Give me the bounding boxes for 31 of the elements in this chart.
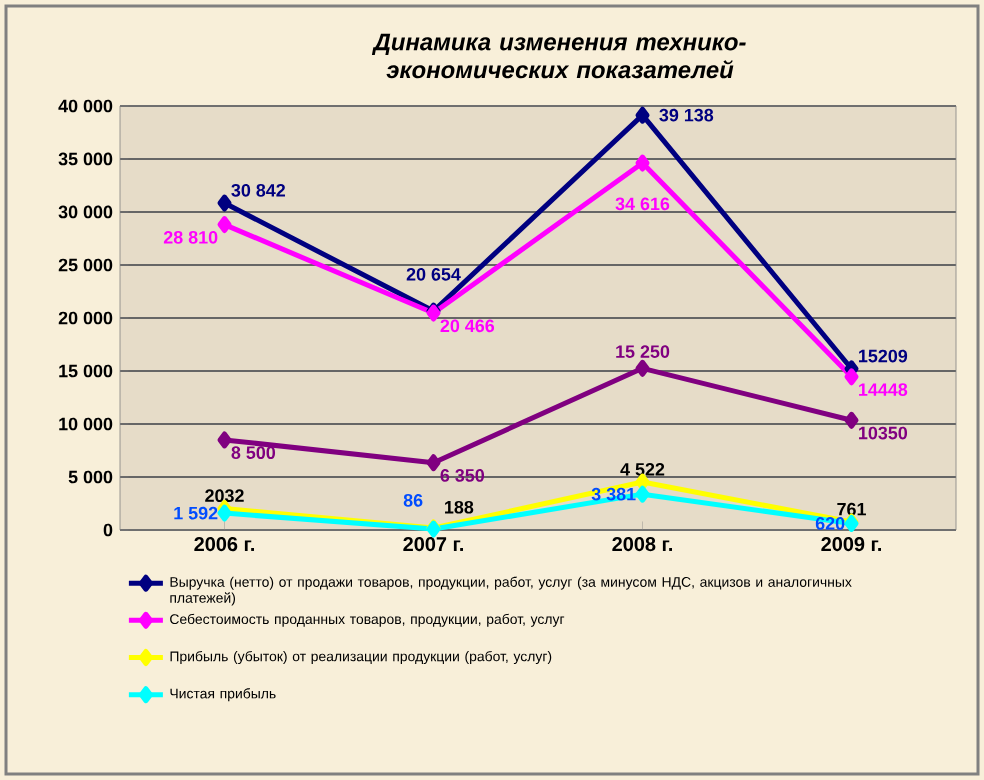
- y-tick-label: 10 000: [59, 417, 113, 431]
- data-label: 761: [837, 502, 866, 516]
- y-tick-label: 15 000: [59, 364, 113, 378]
- data-label: 1 592: [174, 506, 218, 520]
- data-label: 4 522: [620, 462, 665, 476]
- y-tick-label: 20 000: [58, 311, 113, 325]
- data-label: 14448: [859, 383, 908, 396]
- data-label: 15209: [859, 349, 908, 363]
- data-label: 39 138: [659, 108, 714, 122]
- data-label: 15 250: [616, 345, 670, 358]
- y-tick-label: 0: [103, 523, 113, 537]
- chart-title: Динамика изменения технико-экономических показателей: [371, 33, 746, 79]
- data-label: 188: [445, 500, 474, 514]
- data-label: 20 654: [406, 267, 461, 281]
- y-tick-label: 25 000: [58, 258, 113, 272]
- data-label: 20 466: [440, 319, 495, 333]
- data-label: 86: [403, 493, 423, 507]
- y-tick-label: 35 000: [58, 152, 113, 166]
- x-tick-label: 2008 г.: [612, 537, 672, 552]
- x-tick-label: 2006 г.: [194, 537, 254, 552]
- data-label: 8 500: [231, 446, 276, 459]
- y-tick-label: 40 000: [58, 99, 113, 113]
- data-label: 10350: [859, 426, 908, 440]
- data-label: 30 842: [231, 183, 286, 197]
- y-tick-label: 5 000: [68, 470, 113, 484]
- x-tick-label: 2007 г.: [403, 537, 463, 552]
- data-label: 28 810: [163, 231, 218, 244]
- data-label: 34 616: [615, 197, 670, 211]
- y-tick-label: 30 000: [58, 205, 113, 219]
- x-tick-label: 2009 г.: [821, 537, 881, 552]
- data-label: 2032: [205, 489, 244, 503]
